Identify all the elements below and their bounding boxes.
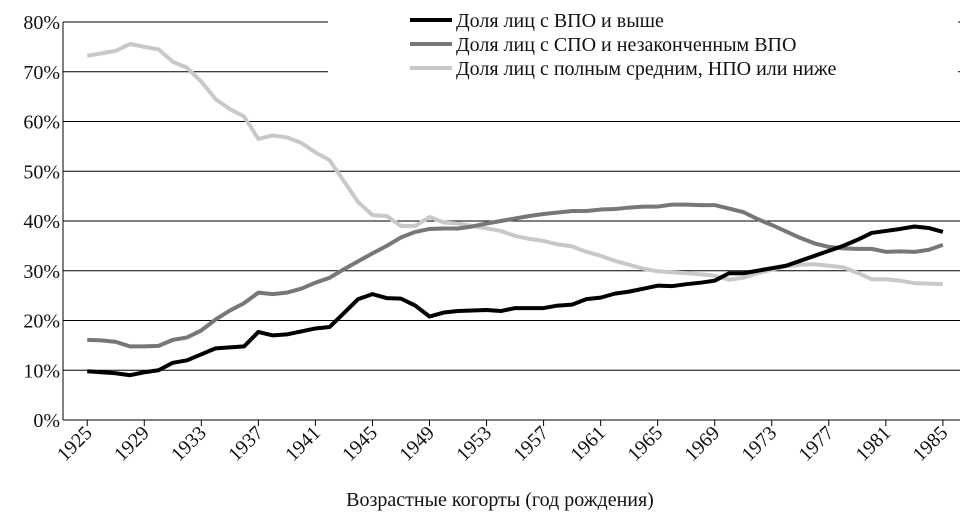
x-tick-label: 1937 [224, 422, 268, 466]
x-tick-label: 1981 [852, 422, 896, 466]
series-line [86, 41, 943, 287]
x-tick-label: 1933 [167, 422, 211, 466]
y-tick-label: 40% [23, 211, 60, 233]
series-line [87, 224, 944, 378]
y-tick-label: 60% [23, 112, 60, 134]
y-tick-label: 20% [23, 311, 60, 333]
y-tick-label: 0% [33, 410, 60, 432]
x-tick-label: 1929 [110, 422, 154, 466]
x-tick-label: 1977 [794, 422, 838, 466]
y-tick-label: 80% [23, 12, 60, 34]
legend-label: Доля лиц с полным средним, НПО или ниже [456, 58, 836, 80]
x-tick-label: 1953 [452, 422, 496, 466]
x-tick-label: 1973 [737, 422, 781, 466]
y-tick-label: 50% [23, 161, 60, 183]
x-axis-label: Возрастные когорты (год рождения) [346, 489, 654, 511]
legend-label: Доля лиц с ВПО и выше [456, 10, 664, 32]
y-tick-label: 30% [23, 261, 60, 283]
x-tick-label: 1965 [623, 422, 667, 466]
x-tick-label: 1945 [338, 422, 382, 466]
y-tick-label: 70% [23, 62, 60, 84]
x-tick-label: 1941 [281, 422, 325, 466]
x-tick-label: 1969 [680, 422, 724, 466]
series-line [87, 202, 944, 349]
x-tick-label: 1949 [395, 422, 439, 466]
x-tick-label: 1985 [909, 422, 953, 466]
legend-label: Доля лиц с СПО и незаконченным ВПО [456, 34, 796, 56]
y-tick-label: 10% [23, 360, 60, 382]
x-tick-label: 1957 [509, 422, 553, 466]
x-tick-label: 1961 [566, 422, 610, 466]
